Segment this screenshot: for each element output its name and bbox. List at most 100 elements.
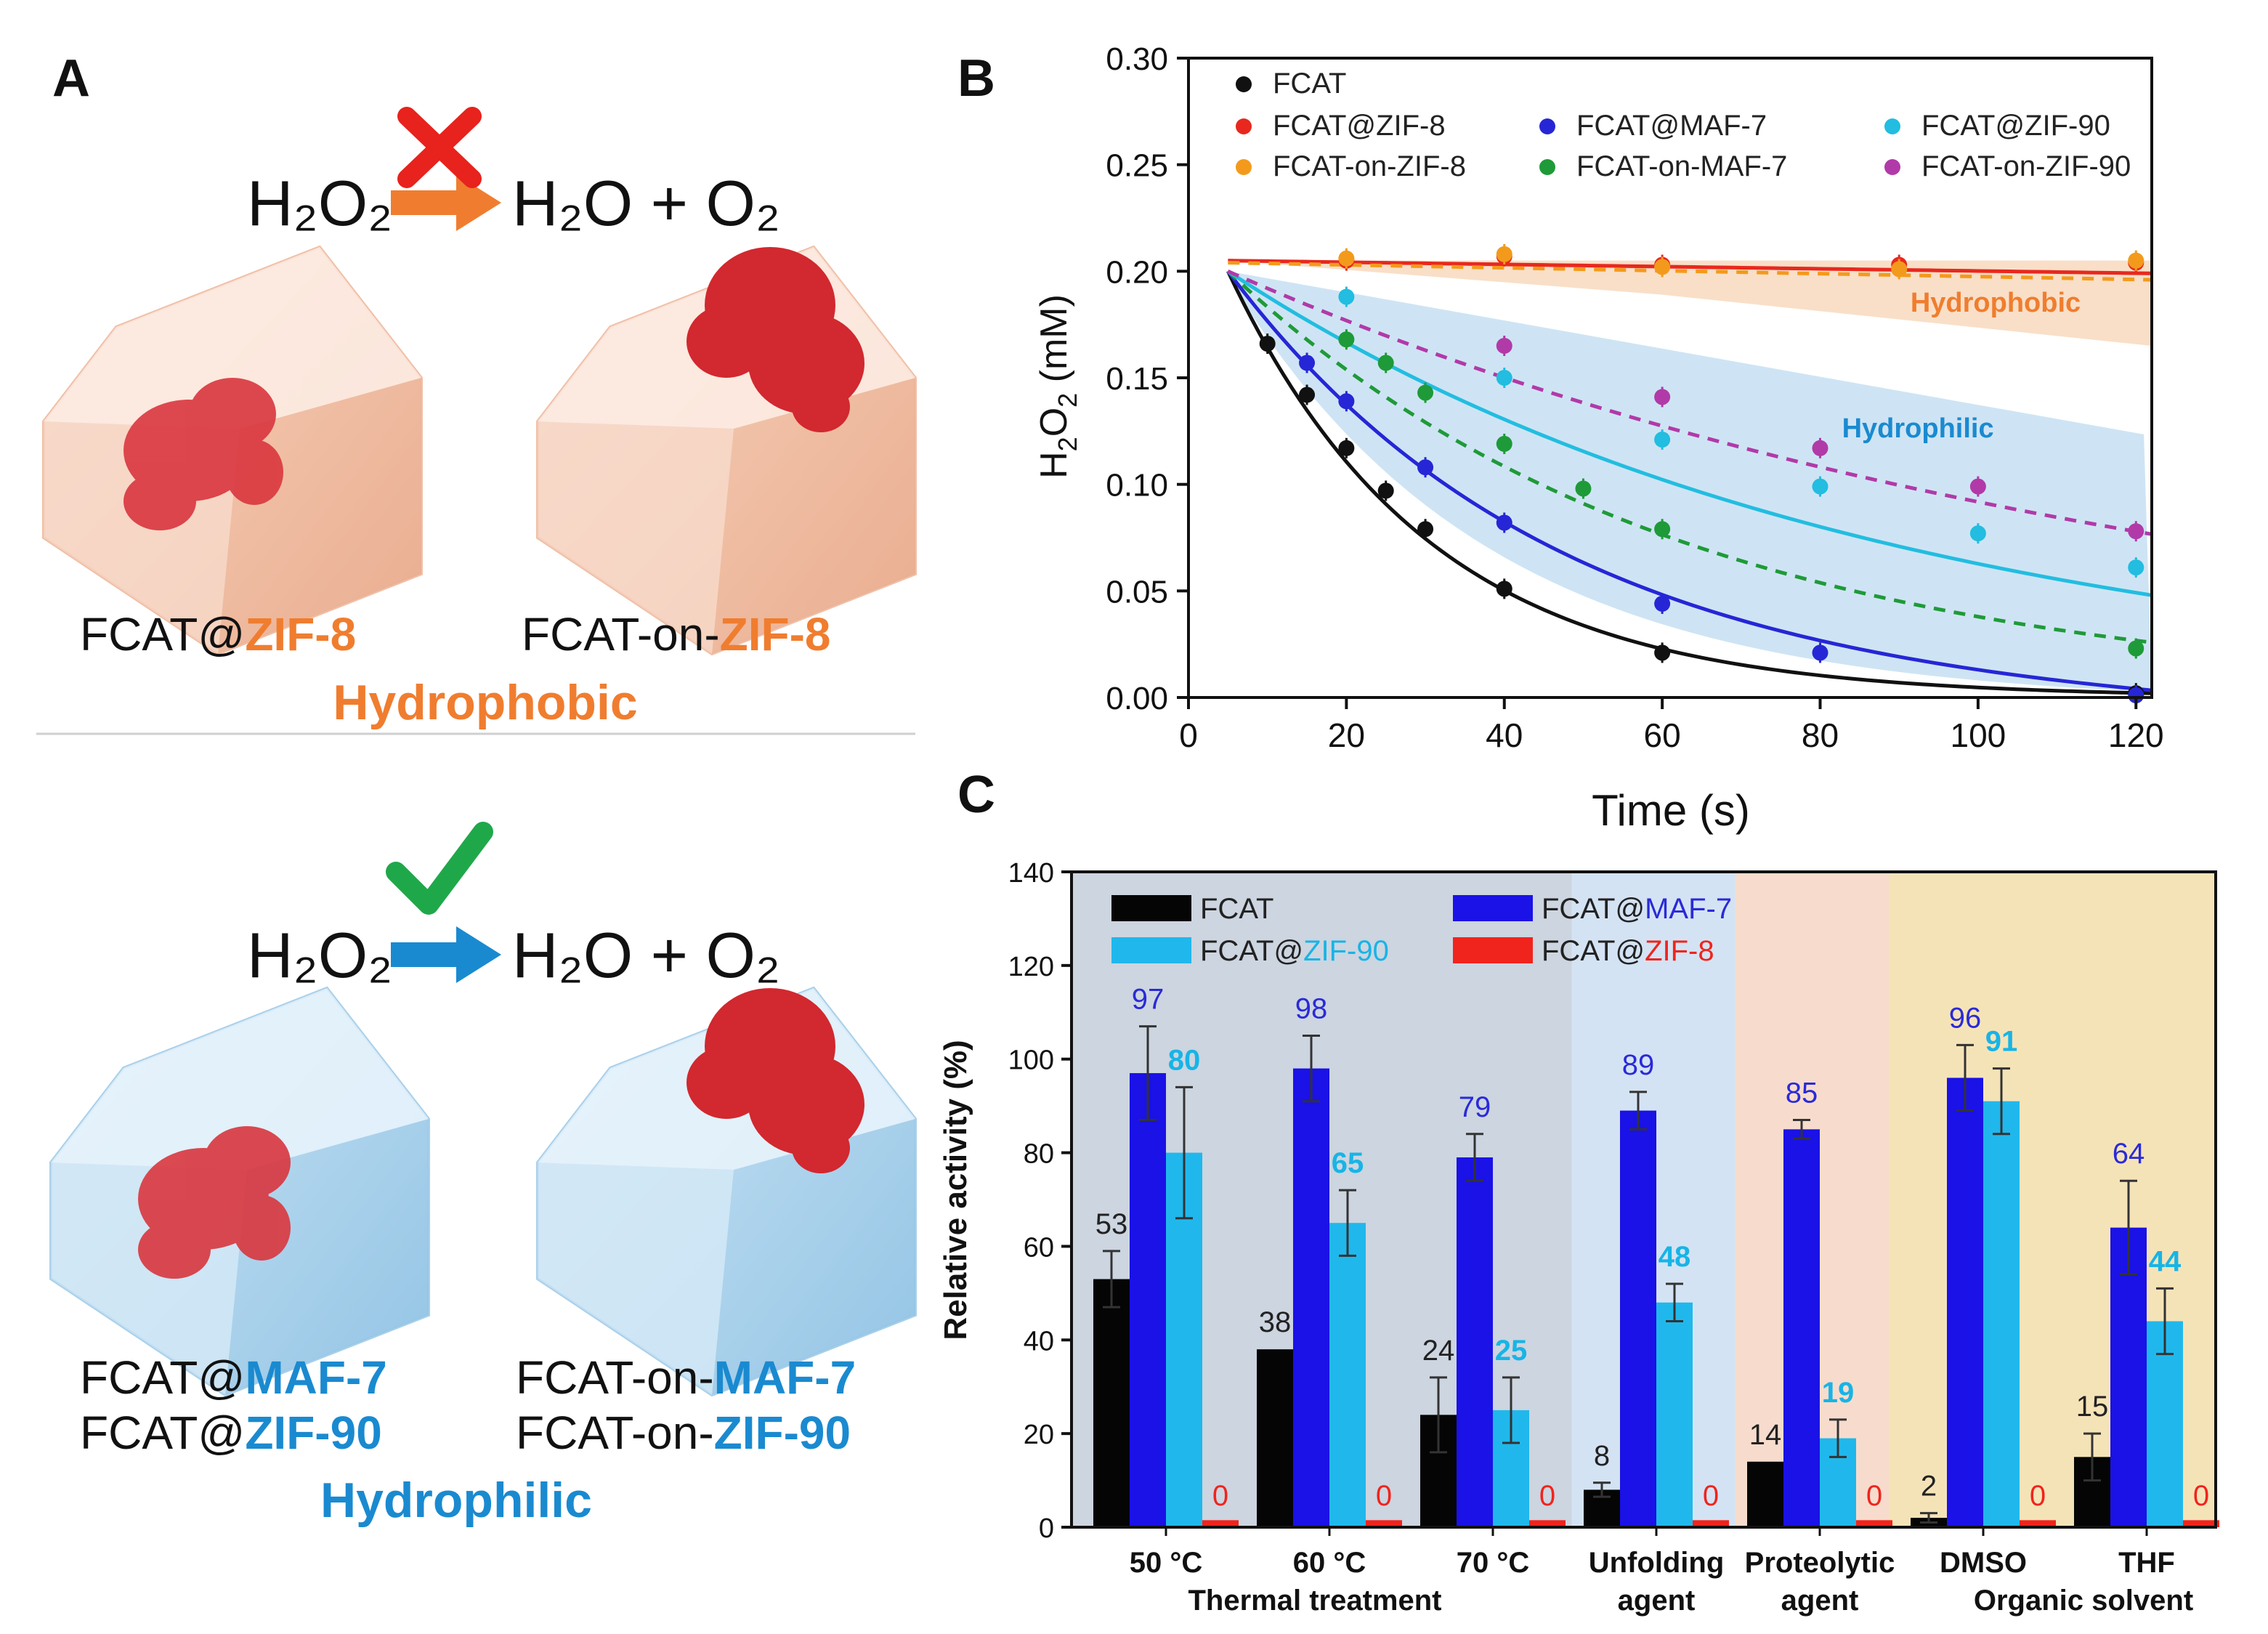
panel-letter-b: B <box>957 49 995 108</box>
bar <box>2183 1520 2219 1527</box>
data-point <box>1259 336 1276 352</box>
panel-a: A H₂O₂ H₂O + O₂ <box>36 49 917 1528</box>
category-label: DMSO <box>1940 1547 2027 1579</box>
data-point <box>1654 259 1671 275</box>
data-label: 24 <box>1422 1335 1455 1367</box>
reactant-top: H₂O₂ <box>247 167 392 239</box>
bar <box>1257 1349 1293 1527</box>
label-hydrophobic: Hydrophobic <box>333 675 637 730</box>
bar <box>1693 1520 1729 1527</box>
category-label: 50 °C <box>1130 1547 1203 1579</box>
fit-line-1 <box>1228 259 2152 275</box>
enzyme-icon <box>138 1126 291 1279</box>
y-tick-label: 20 <box>1024 1420 1054 1450</box>
fit-line-6 <box>1227 270 2152 536</box>
y-tick-label: 140 <box>1008 858 1054 889</box>
reactant-bottom: H₂O₂ <box>247 919 392 991</box>
caption-fcat-on-zif90: FCAT-on-ZIF-90 <box>516 1407 851 1459</box>
data-point <box>1654 644 1671 661</box>
bar <box>1529 1520 1566 1527</box>
product-bottom: H₂O + O₂ <box>512 919 780 991</box>
crystal-hydrophilic-encapsulated <box>49 986 430 1397</box>
bar <box>1202 1520 1239 1527</box>
data-label: 14 <box>1749 1419 1782 1451</box>
bar <box>1457 1157 1493 1527</box>
cross-icon <box>397 107 482 188</box>
y-tick-label: 0 <box>1039 1513 1054 1544</box>
data-label: 8 <box>1594 1440 1610 1472</box>
data-label: 65 <box>1332 1147 1364 1179</box>
legend-label: FCAT@ZIF-8 <box>1542 935 1714 967</box>
annotation-hydrophobic: Hydrophobic <box>1911 288 2081 318</box>
data-point <box>1377 482 1394 499</box>
enzyme-icon <box>687 988 864 1173</box>
data-point <box>1654 432 1671 448</box>
legend-label: FCAT@ZIF-8 <box>1273 110 1446 142</box>
panel-b: B Hydrophobic Hydrophilic 0 20 40 60 80 100 120 0… <box>957 41 2164 835</box>
data-point <box>1654 389 1671 405</box>
data-label: 25 <box>1495 1335 1528 1367</box>
fit-line-2 <box>1228 261 2152 282</box>
legend-swatch <box>1453 895 1533 921</box>
data-label: 0 <box>1212 1480 1228 1512</box>
band-hydrophobic <box>1228 260 2152 346</box>
bar <box>1783 1129 1820 1527</box>
legend-swatch <box>1111 937 1191 963</box>
bar <box>1947 1077 1983 1527</box>
legend-marker <box>1884 159 1900 175</box>
legend-marker <box>1236 159 1252 175</box>
legend-label: FCAT@ZIF-90 <box>1921 110 2110 142</box>
caption-fcat-on-zif8: FCAT-on-ZIF-8 <box>522 608 831 660</box>
data-point <box>1377 355 1394 371</box>
data-point <box>2128 687 2145 704</box>
data-label: 97 <box>1132 984 1165 1016</box>
data-point <box>1969 478 1986 495</box>
bar <box>1366 1520 1402 1527</box>
panel-letter-c: C <box>957 766 995 824</box>
legend-label: FCAT <box>1200 893 1273 925</box>
data-label: 0 <box>1866 1480 1882 1512</box>
data-point <box>1969 525 1986 542</box>
crystal-zif8-encapsulated <box>42 245 423 656</box>
y-tick-label: 40 <box>1024 1326 1054 1356</box>
chart-c-ylabel: Relative activity (%) <box>938 1040 973 1340</box>
chart-c-frame <box>1070 870 2217 1529</box>
x-tick-label: 60 <box>1644 716 1681 754</box>
y-tick-label: 0.30 <box>1106 41 1168 77</box>
data-point <box>1496 514 1512 531</box>
band-hydrophilic <box>1228 271 2152 692</box>
data-point <box>1496 370 1512 386</box>
bar <box>1856 1520 1892 1527</box>
data-point <box>1338 331 1355 348</box>
legend-label: FCAT-on-ZIF-90 <box>1921 150 2131 182</box>
bar <box>1656 1302 1693 1527</box>
data-point <box>2128 559 2145 576</box>
category-label: Proteolytic <box>1745 1547 1895 1579</box>
data-label: 96 <box>1949 1002 1982 1034</box>
group-label-thermal: Thermal treatment <box>1188 1585 1442 1617</box>
legend-marker <box>1236 76 1252 92</box>
bar <box>1747 1461 1783 1527</box>
data-point <box>1496 581 1512 597</box>
bar <box>1620 1110 1656 1527</box>
arrow-top-icon <box>391 174 501 231</box>
data-point <box>1417 459 1434 476</box>
data-point <box>1891 261 1908 278</box>
category-label: 70 °C <box>1457 1547 1530 1579</box>
data-point <box>1338 393 1355 410</box>
y-tick-label: 0.15 <box>1106 361 1168 397</box>
data-label: 85 <box>1786 1077 1818 1109</box>
panel-letter-a: A <box>52 49 90 108</box>
legend-label: FCAT-on-ZIF-8 <box>1273 150 1466 182</box>
data-label: 98 <box>1295 993 1328 1025</box>
data-label: 38 <box>1259 1306 1292 1338</box>
data-point <box>2128 523 2145 540</box>
crystal-hydrophilic-surface <box>536 986 917 1397</box>
bar <box>1293 1068 1329 1527</box>
y-tick-label: 60 <box>1024 1232 1054 1263</box>
y-tick-label: 0.10 <box>1106 468 1168 503</box>
y-tick-label: 100 <box>1008 1045 1054 1076</box>
legend-marker <box>1236 118 1252 134</box>
x-tick-label: 120 <box>2108 716 2164 754</box>
